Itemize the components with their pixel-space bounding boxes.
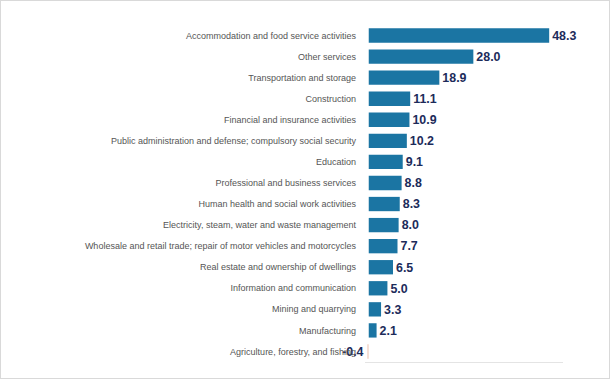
svg-text:Information and communication: Information and communication bbox=[230, 283, 356, 293]
svg-text:9.1: 9.1 bbox=[406, 155, 423, 169]
svg-text:18.9: 18.9 bbox=[442, 71, 466, 85]
svg-text:Construction: Construction bbox=[305, 94, 356, 104]
svg-text:48.3: 48.3 bbox=[552, 29, 576, 43]
svg-text:Professional and business serv: Professional and business services bbox=[215, 178, 356, 188]
svg-text:8.8: 8.8 bbox=[405, 176, 422, 190]
svg-text:8.0: 8.0 bbox=[402, 218, 419, 232]
svg-text:Manufacturing: Manufacturing bbox=[299, 326, 356, 336]
svg-text:Other services: Other services bbox=[298, 52, 357, 62]
svg-text:Financial and insurance activi: Financial and insurance activities bbox=[224, 115, 357, 125]
svg-text:Mining and quarrying: Mining and quarrying bbox=[272, 304, 356, 314]
svg-text:-0.4: -0.4 bbox=[342, 345, 363, 359]
svg-text:Human health and social work a: Human health and social work activities bbox=[198, 199, 356, 209]
svg-text:Public administration and defe: Public administration and defense; compu… bbox=[111, 136, 357, 146]
svg-text:2.1: 2.1 bbox=[380, 324, 397, 338]
svg-text:10.2: 10.2 bbox=[410, 134, 434, 148]
svg-text:Electricity, steam, water and: Electricity, steam, water and waste mana… bbox=[163, 220, 356, 230]
svg-text:10.9: 10.9 bbox=[412, 113, 436, 127]
svg-text:5.0: 5.0 bbox=[390, 282, 407, 296]
svg-text:Wholesale and retail trade; re: Wholesale and retail trade; repair of mo… bbox=[85, 241, 357, 251]
svg-text:Education: Education bbox=[316, 157, 356, 167]
svg-text:7.7: 7.7 bbox=[401, 239, 418, 253]
svg-text:28.0: 28.0 bbox=[476, 50, 500, 64]
svg-text:Transportation and storage: Transportation and storage bbox=[248, 73, 356, 83]
svg-text:11.1: 11.1 bbox=[413, 92, 437, 106]
svg-text:Accommodation and food service: Accommodation and food service activitie… bbox=[186, 31, 357, 41]
svg-text:Agriculture, forestry, and fis: Agriculture, forestry, and fishing bbox=[230, 347, 356, 357]
svg-text:Real estate and ownership of d: Real estate and ownership of dwellings bbox=[200, 262, 357, 272]
svg-text:3.3: 3.3 bbox=[384, 303, 401, 317]
svg-text:6.5: 6.5 bbox=[396, 261, 413, 275]
svg-text:8.3: 8.3 bbox=[403, 197, 420, 211]
